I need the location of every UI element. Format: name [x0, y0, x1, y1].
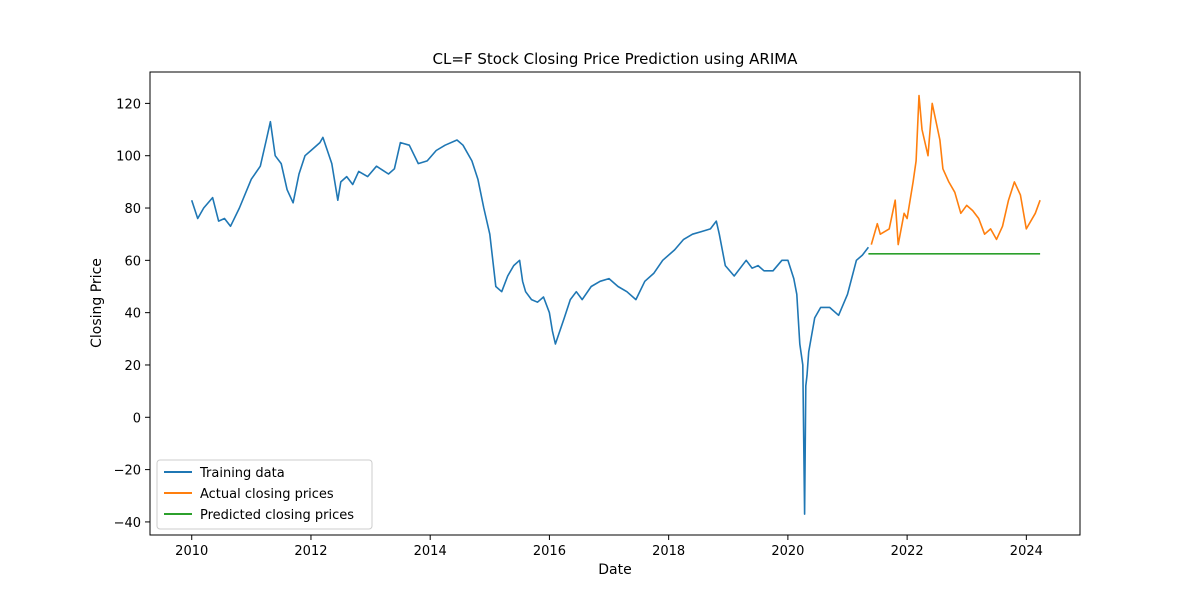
- x-tick-label: 2010: [175, 544, 208, 559]
- y-tick-label: 100: [116, 150, 141, 165]
- legend-box: [156, 459, 373, 530]
- x-tick-label: 2016: [533, 544, 566, 559]
- y-tick-label: 20: [124, 359, 141, 374]
- y-axis-label: Closing Price: [89, 258, 105, 348]
- x-tick-label: 2012: [294, 544, 327, 559]
- legend: Training data Actual closing prices Predic…: [156, 459, 373, 530]
- legend-label-0: Training data: [199, 466, 285, 481]
- legend-label-1: Actual closing prices: [200, 487, 334, 502]
- x-tick-label: 2024: [1010, 544, 1043, 559]
- series-layer: [190, 94, 1041, 515]
- y-tick-label: 60: [124, 254, 141, 269]
- y-tick-label: −20: [114, 464, 141, 479]
- x-tick-label: 2014: [414, 544, 447, 559]
- x-tick-label: 2020: [771, 544, 804, 559]
- y-tick-label: 120: [116, 97, 141, 112]
- series-line-1: [870, 94, 1041, 246]
- plot-frame: [149, 71, 1081, 536]
- x-axis-label: Date: [598, 562, 631, 578]
- chart-title: CL=F Stock Closing Price Prediction usin…: [433, 50, 799, 68]
- x-tick-label: 2018: [652, 544, 685, 559]
- y-tick-label: 40: [124, 307, 141, 322]
- series-line-0: [190, 120, 870, 515]
- y-tick-label: 80: [124, 202, 141, 217]
- y-axis: −40 −20 0 20 40 60 80 100 120: [114, 97, 150, 531]
- x-tick-label: 2022: [891, 544, 924, 559]
- y-tick-label: −40: [114, 516, 141, 531]
- legend-label-2: Predicted closing prices: [200, 508, 354, 523]
- y-tick-label: 0: [133, 411, 141, 426]
- x-axis: 2010 2012 2014 2016 2018 2020 2022 2024: [175, 535, 1043, 559]
